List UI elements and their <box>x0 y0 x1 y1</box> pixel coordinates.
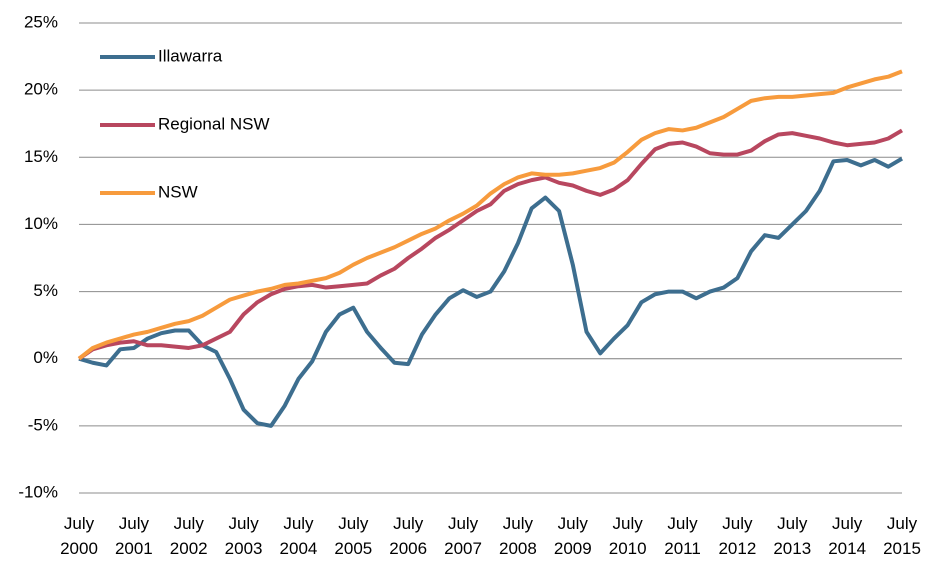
y-tick-label: 20% <box>24 80 58 99</box>
y-tick-label: -5% <box>28 415 58 434</box>
x-tick-label: July 2008 <box>499 514 537 558</box>
y-tick-label: 10% <box>24 214 58 233</box>
x-tick-label: July 2007 <box>444 514 482 558</box>
x-tick-label: July 2003 <box>224 514 263 558</box>
x-tick-label: July 2001 <box>114 514 153 558</box>
x-tick-label: July 2009 <box>553 514 592 558</box>
legend-label: NSW <box>158 182 198 201</box>
y-tick-label: 5% <box>33 281 58 300</box>
x-tick-label: July 2002 <box>169 514 208 558</box>
x-tick-label: July 2011 <box>664 514 701 558</box>
x-tick-label: July 2000 <box>60 514 98 558</box>
legend-label: Illawarra <box>158 46 223 65</box>
x-tick-label: July 2014 <box>828 514 867 558</box>
y-tick-label: 0% <box>33 348 58 367</box>
y-tick-label: 15% <box>24 147 58 166</box>
y-tick-label: 25% <box>24 12 58 31</box>
x-tick-label: July 2015 <box>883 514 921 558</box>
x-tick-label: July 2012 <box>718 514 757 558</box>
x-tick-label: July 2010 <box>608 514 647 558</box>
line <box>77 128 904 361</box>
y-tick-label: -10% <box>18 482 58 501</box>
line <box>77 69 903 361</box>
legend-label: Regional NSW <box>158 114 270 133</box>
x-tick-label: July 2004 <box>279 514 318 558</box>
line <box>78 156 904 428</box>
x-tick-label: July 2006 <box>389 514 428 558</box>
x-tick-label: July 2013 <box>773 514 812 558</box>
x-tick-label: July 2005 <box>334 514 373 558</box>
